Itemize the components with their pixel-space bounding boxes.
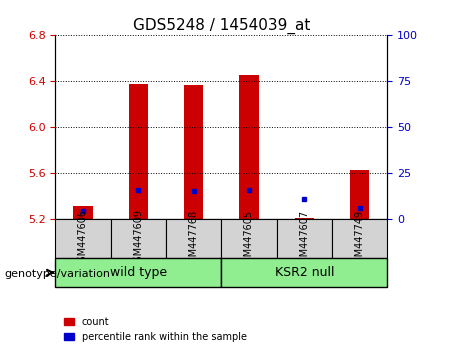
Text: GSM447605: GSM447605 — [244, 209, 254, 269]
FancyBboxPatch shape — [55, 258, 221, 287]
Text: GSM447768: GSM447768 — [189, 209, 199, 269]
FancyBboxPatch shape — [166, 219, 221, 258]
Bar — [184, 85, 203, 219]
Text: GSM447606: GSM447606 — [78, 210, 88, 268]
FancyBboxPatch shape — [221, 219, 277, 258]
FancyBboxPatch shape — [221, 258, 387, 287]
Text: KSR2 null: KSR2 null — [274, 266, 334, 279]
FancyBboxPatch shape — [332, 219, 387, 258]
Bar — [129, 84, 148, 219]
Text: GSM447749: GSM447749 — [355, 209, 365, 269]
Text: GSM447607: GSM447607 — [299, 209, 309, 269]
Bar — [350, 170, 369, 219]
FancyBboxPatch shape — [111, 219, 166, 258]
Bar — [73, 206, 93, 219]
Bar — [239, 75, 259, 219]
Text: wild type: wild type — [110, 266, 167, 279]
FancyBboxPatch shape — [55, 219, 111, 258]
Text: GSM447609: GSM447609 — [133, 210, 143, 268]
Text: genotype/variation: genotype/variation — [5, 269, 111, 279]
Bar — [295, 218, 314, 219]
FancyBboxPatch shape — [277, 219, 332, 258]
Legend: count, percentile rank within the sample: count, percentile rank within the sample — [60, 313, 250, 346]
Title: GDS5248 / 1454039_at: GDS5248 / 1454039_at — [133, 18, 310, 34]
